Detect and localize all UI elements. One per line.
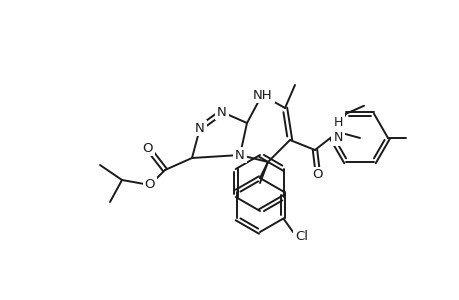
Text: N: N (195, 122, 204, 134)
Text: O: O (142, 142, 153, 154)
Text: Cl: Cl (294, 230, 307, 243)
Text: O: O (312, 169, 323, 182)
Text: NH: NH (252, 88, 272, 101)
Text: H
N: H N (333, 116, 342, 144)
Text: N: N (217, 106, 226, 118)
Text: N: N (235, 148, 244, 161)
Text: O: O (145, 178, 155, 191)
